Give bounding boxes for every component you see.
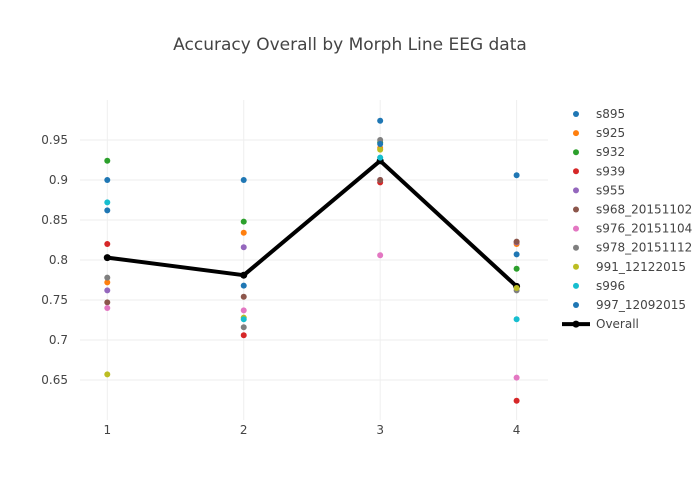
data-point-997-12092015 (104, 177, 111, 183)
data-point-s968-20151102 (513, 238, 520, 245)
y-tick-label: 0.7 (49, 333, 68, 347)
data-point-991-12122015 (513, 285, 520, 291)
data-point-s895 (513, 251, 520, 258)
legend-label: s895 (596, 107, 625, 121)
legend-item-991-12122015[interactable]: 991_12122015 (573, 260, 686, 274)
legend-item-overall[interactable]: Overall (562, 317, 639, 331)
y-tick-label: 0.85 (41, 213, 68, 227)
legend-item-s932[interactable]: s932 (573, 145, 625, 159)
data-point-s895 (377, 117, 384, 124)
legend-item-997-12092015[interactable]: 997_12092015 (573, 298, 686, 312)
data-point-s939 (240, 332, 247, 339)
markers (104, 117, 520, 404)
legend-swatch (573, 168, 579, 175)
series-line-overall (107, 158, 518, 288)
data-point-s976-20151104 (104, 305, 111, 311)
data-point-s976-20151104 (240, 307, 247, 314)
legend-swatch (573, 263, 579, 270)
grid (80, 100, 548, 420)
data-point-s996 (513, 316, 520, 323)
data-point-overall (240, 271, 248, 279)
legend-item-s968-20151102[interactable]: s968_20151102 (573, 203, 692, 217)
data-point-s978-20151112 (240, 324, 247, 331)
data-point-s925 (240, 229, 247, 236)
data-point-s895 (240, 282, 247, 289)
legend-label: s932 (596, 145, 625, 159)
legend-label: s925 (596, 126, 625, 140)
legend[interactable]: s895 s925 s932 s939 s955 s968_20151102 s976_20… (562, 107, 692, 331)
data-point-s996 (240, 316, 247, 323)
data-point-s996 (104, 199, 111, 206)
x-tick-label: 4 (513, 423, 521, 437)
data-point-997-12092015 (240, 177, 247, 183)
data-point-s925 (104, 279, 111, 286)
legend-item-s978-20151112[interactable]: s978_20151112 (573, 241, 692, 255)
y-tick-label: 0.65 (41, 373, 68, 387)
data-point-s968-20151102 (377, 177, 384, 183)
x-tick-label: 1 (103, 423, 111, 437)
legend-swatch (573, 302, 579, 308)
data-point-s932 (240, 218, 247, 225)
legend-label: s978_20151112 (596, 241, 692, 255)
x-tick-label: 2 (240, 423, 248, 437)
legend-label: s955 (596, 183, 625, 197)
legend-swatch (573, 130, 579, 137)
data-point-overall (103, 254, 111, 262)
data-point-s955 (104, 287, 111, 294)
legend-label: 991_12122015 (596, 260, 686, 274)
data-point-s968-20151102 (104, 299, 111, 306)
legend-swatch (573, 187, 579, 194)
legend-label: s976_20151104 (596, 222, 692, 236)
y-tick-label: 0.9 (49, 173, 68, 187)
legend-item-s976-20151104[interactable]: s976_20151104 (573, 222, 692, 236)
y-tick-label: 0.8 (49, 253, 68, 267)
data-point-s976-20151104 (377, 252, 384, 259)
data-point-s939 (104, 241, 111, 247)
legend-swatch (573, 149, 579, 156)
data-point-s955 (240, 244, 247, 251)
data-point-991-12122015 (104, 371, 111, 378)
legend-item-s925[interactable]: s925 (573, 126, 625, 140)
legend-item-s955[interactable]: s955 (573, 183, 625, 197)
legend-swatch (573, 282, 579, 289)
legend-label: Overall (596, 317, 639, 331)
data-point-991-12122015 (377, 146, 384, 153)
axes: 0.65 0.7 0.75 0.8 0.85 0.9 0.95 1 2 3 4 (41, 133, 520, 437)
data-point-s932 (104, 157, 111, 164)
legend-item-s996[interactable]: s996 (573, 279, 625, 293)
data-point-997-12092015 (513, 172, 520, 179)
data-point-s939 (513, 397, 520, 404)
data-point-s996 (377, 154, 384, 161)
data-point-s895 (104, 207, 111, 214)
data-point-s932 (513, 265, 520, 272)
data-point-s968-20151102 (240, 293, 247, 300)
data-point-s976-20151104 (513, 374, 520, 381)
chart-title: Accuracy Overall by Morph Line EEG data (173, 35, 527, 55)
legend-label: s939 (596, 164, 625, 178)
legend-label: s996 (596, 279, 625, 293)
legend-swatch (573, 225, 579, 232)
legend-swatch (573, 206, 579, 213)
x-tick-label: 3 (376, 423, 384, 437)
legend-swatch (573, 111, 579, 117)
data-point-997-12092015 (377, 141, 384, 147)
legend-label: s968_20151102 (596, 203, 692, 217)
legend-item-s939[interactable]: s939 (573, 164, 625, 178)
y-tick-label: 0.75 (41, 293, 68, 307)
y-tick-label: 0.95 (41, 133, 68, 147)
overall-series (103, 157, 521, 290)
legend-swatch-marker (572, 320, 580, 328)
legend-label: 997_12092015 (596, 298, 686, 312)
legend-item-s895[interactable]: s895 (573, 107, 625, 121)
legend-swatch (573, 244, 579, 251)
data-point-s978-20151112 (104, 274, 111, 281)
